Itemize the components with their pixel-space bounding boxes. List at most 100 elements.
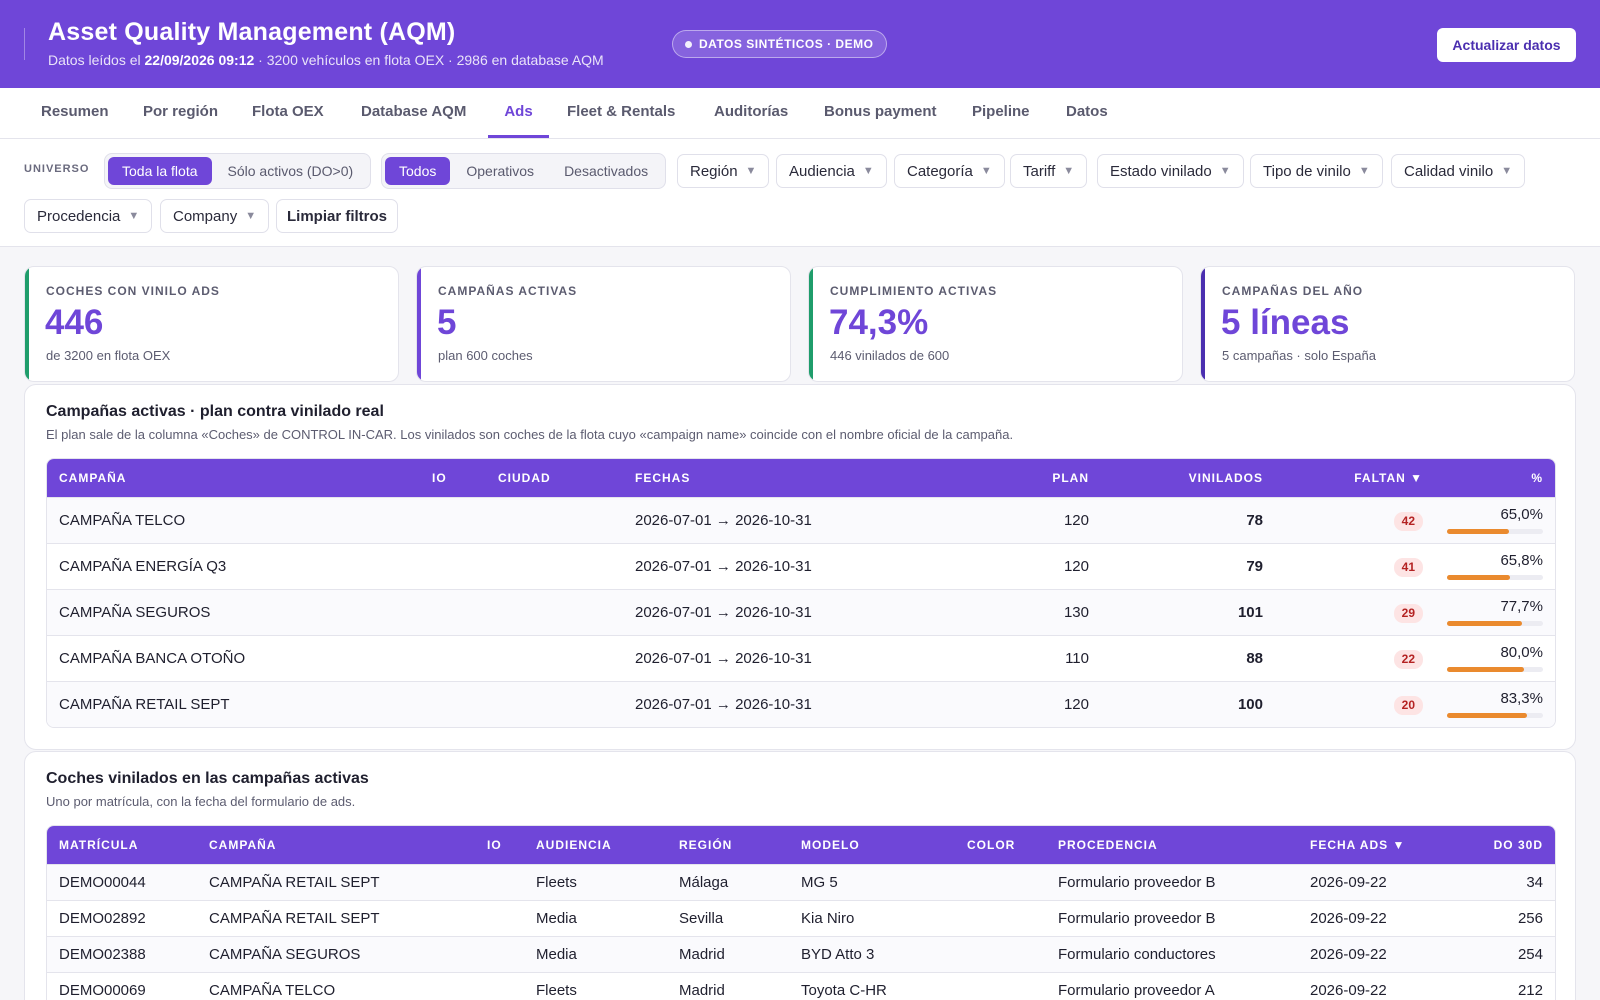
source-cell: Formulario conductores xyxy=(1058,946,1216,963)
tab-ads[interactable]: Ads xyxy=(488,88,549,138)
dates-cell: 2026-07-01 → 2026-10-31 xyxy=(635,650,812,667)
col-do30d[interactable]: DO 30D xyxy=(1493,838,1543,852)
audience-cell: Fleets xyxy=(536,874,577,891)
chevron-down-icon: ▼ xyxy=(1063,165,1075,177)
region-cell: Madrid xyxy=(679,982,725,999)
table-row[interactable]: CAMPAÑA RETAIL SEPT 2026-07-01 → 2026-10-… xyxy=(47,681,1555,727)
table-row[interactable]: DEMO02388 CAMPAÑA SEGUROS Media Madrid BYD A… xyxy=(47,936,1555,972)
state-option-operational[interactable]: Operativos xyxy=(466,163,535,179)
demo-badge: DATOS SINTÉTICOS · DEMO xyxy=(672,30,888,58)
tab-pipeline[interactable]: Pipeline xyxy=(972,103,1030,120)
tab-auditorias[interactable]: Auditorías xyxy=(714,103,789,120)
source-cell: Formulario proveedor B xyxy=(1058,874,1216,891)
model-cell: BYD Atto 3 xyxy=(801,946,875,963)
category-dropdown[interactable]: Categoría ▼ xyxy=(894,154,1005,188)
app-header: Asset Quality Management (AQM) Datos leí… xyxy=(0,0,1600,88)
ads-date-cell: 2026-09-22 xyxy=(1310,982,1387,999)
vinyl-cars-table-body: DEMO00044 CAMPAÑA RETAIL SEPT Fleets Málaga… xyxy=(47,864,1555,1000)
plan-cell: 120 xyxy=(1063,696,1089,713)
table-row[interactable]: CAMPAÑA TELCO 2026-07-01 → 2026-10-31 120 7… xyxy=(47,497,1555,543)
table-row[interactable]: DEMO02892 CAMPAÑA RETAIL SEPT Media Sevilla… xyxy=(47,900,1555,936)
vinyl-state-dropdown[interactable]: Estado vinilado ▼ xyxy=(1097,154,1244,188)
table-row[interactable]: DEMO00044 CAMPAÑA RETAIL SEPT Fleets Málaga… xyxy=(47,864,1555,900)
col-percent[interactable]: % xyxy=(1531,471,1543,485)
tab-datos[interactable]: Datos xyxy=(1066,103,1108,120)
col-plan[interactable]: PLAN xyxy=(1052,471,1089,485)
campaign-name-cell: CAMPAÑA TELCO xyxy=(59,512,186,529)
tariff-dropdown[interactable]: Tariff ▼ xyxy=(1010,154,1088,188)
do30d-cell: 34 xyxy=(1526,874,1543,891)
percent-label: 77,7% xyxy=(1500,598,1543,615)
universe-segmented-control: Toda la flota Sólo activos (DO>0) xyxy=(104,153,372,189)
vinyl-cars-panel: Coches vinilados en las campañas activas… xyxy=(24,751,1576,1000)
audience-cell: Media xyxy=(536,910,577,927)
progress-bar xyxy=(1447,529,1543,534)
universe-option-all[interactable]: Toda la flota xyxy=(108,157,212,185)
audience-cell: Fleets xyxy=(536,982,577,999)
faltan-cell: 20 xyxy=(1317,682,1423,727)
col-region[interactable]: REGIÓN xyxy=(679,838,733,852)
audience-dropdown[interactable]: Audiencia ▼ xyxy=(776,154,887,188)
col-audience[interactable]: AUDIENCIA xyxy=(536,838,612,852)
region-dropdown[interactable]: Región ▼ xyxy=(677,154,770,188)
tab-resumen[interactable]: Resumen xyxy=(41,103,109,120)
col-vinilados[interactable]: VINILADOS xyxy=(1188,471,1263,485)
tab-por-region[interactable]: Por región xyxy=(143,103,219,120)
main-tabs: Resumen Por región Flota OEX Database AQ… xyxy=(0,88,1600,139)
campaign-name-cell: CAMPAÑA SEGUROS xyxy=(59,604,211,621)
tab-database-aqm[interactable]: Database AQM xyxy=(361,103,467,120)
kpi-label: CAMPAÑAS DEL AÑO xyxy=(1222,284,1364,298)
panel-title: Campañas activas · plan contra vinilado … xyxy=(46,403,384,420)
col-model[interactable]: MODELO xyxy=(801,838,860,852)
missing-count-badge: 22 xyxy=(1393,650,1423,669)
col-dates[interactable]: FECHAS xyxy=(635,471,691,485)
campaign-cell: CAMPAÑA RETAIL SEPT xyxy=(209,910,380,927)
dates-cell: 2026-07-01 → 2026-10-31 xyxy=(635,604,812,621)
vinyl-quality-dropdown[interactable]: Calidad vinilo ▼ xyxy=(1391,154,1526,188)
campaign-name-cell: CAMPAÑA RETAIL SEPT xyxy=(59,696,230,713)
table-row[interactable]: CAMPAÑA SEGUROS 2026-07-01 → 2026-10-31 13… xyxy=(47,589,1555,635)
table-row[interactable]: CAMPAÑA BANCA OTOÑO 2026-07-01 → 2026-10-… xyxy=(47,635,1555,681)
tariff-dropdown-label: Tariff xyxy=(1023,162,1056,180)
campaign-name-cell: CAMPAÑA BANCA OTOÑO xyxy=(59,650,246,667)
col-faltan[interactable]: FALTAN ▼ xyxy=(1354,471,1423,485)
col-io[interactable]: IO xyxy=(487,838,502,852)
vinyl-type-dropdown[interactable]: Tipo de vinilo ▼ xyxy=(1250,154,1383,188)
state-option-deactivated[interactable]: Desactivados xyxy=(564,163,649,179)
percent-label: 83,3% xyxy=(1500,690,1543,707)
plan-cell: 130 xyxy=(1063,604,1089,621)
col-ads-date[interactable]: FECHA ADS ▼ xyxy=(1310,838,1406,852)
tab-flota-oex[interactable]: Flota OEX xyxy=(252,103,324,120)
table-row[interactable]: CAMPAÑA ENERGÍA Q3 2026-07-01 → 2026-10-3… xyxy=(47,543,1555,589)
clear-filters-button[interactable]: Limpiar filtros xyxy=(276,199,398,233)
col-campaign[interactable]: CAMPAÑA xyxy=(209,838,277,852)
source-cell: Formulario proveedor B xyxy=(1058,910,1216,927)
tab-bonus-payment[interactable]: Bonus payment xyxy=(824,103,937,120)
col-source[interactable]: PROCEDENCIA xyxy=(1058,838,1158,852)
do30d-cell: 256 xyxy=(1517,910,1543,927)
col-campaign[interactable]: CAMPAÑA xyxy=(59,471,127,485)
campaign-cell: CAMPAÑA SEGUROS xyxy=(209,946,361,963)
table-row[interactable]: DEMO00069 CAMPAÑA TELCO Fleets Madrid Toyota… xyxy=(47,972,1555,1000)
region-cell: Málaga xyxy=(679,874,729,891)
do30d-cell: 254 xyxy=(1517,946,1543,963)
tab-fleet-rentals[interactable]: Fleet & Rentals xyxy=(567,103,676,120)
table-header: CAMPAÑA IO CIUDAD FECHAS PLAN VINILADOS … xyxy=(47,459,1555,497)
model-cell: Toyota C-HR xyxy=(801,982,887,999)
refresh-data-button[interactable]: Actualizar datos xyxy=(1437,28,1576,62)
col-io[interactable]: IO xyxy=(432,471,447,485)
progress-bar-fill xyxy=(1447,575,1511,580)
kpi-value: 74,3% xyxy=(829,303,929,342)
source-dropdown[interactable]: Procedencia ▼ xyxy=(24,199,153,233)
col-plate[interactable]: MATRÍCULA xyxy=(59,838,139,852)
company-dropdown[interactable]: Company ▼ xyxy=(160,199,270,233)
state-option-all[interactable]: Todos xyxy=(385,157,451,185)
universe-option-active[interactable]: Sólo activos (DO>0) xyxy=(227,163,354,179)
kpi-value: 446 xyxy=(45,303,104,342)
col-city[interactable]: CIUDAD xyxy=(498,471,551,485)
col-color[interactable]: COLOR xyxy=(967,838,1016,852)
kpi-accent xyxy=(25,267,29,381)
kpi-card-vinyl-cars: COCHES CON VINILO ADS 446 de 3200 en flo… xyxy=(24,266,399,382)
read-datetime: 22/09/2026 09:12 xyxy=(144,52,255,68)
universe-label: UNIVERSO xyxy=(24,163,90,175)
